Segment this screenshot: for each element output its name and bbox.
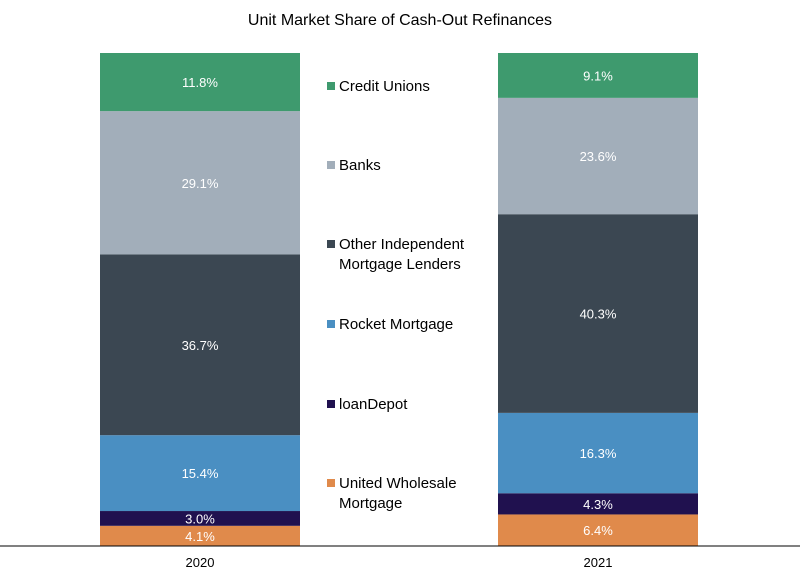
bars-layer: 4.1% 3.0% 15.4% 36.7% 29.1% 11.8% 6.4% 4.3% 16.3… <box>100 53 698 546</box>
bar-segment-rocket-mortgage-2020 <box>100 435 300 512</box>
data-label-credit-unions-2020: 11.8% <box>182 75 218 90</box>
x-tick-label-2021: 2021 <box>584 555 613 570</box>
x-axis-ticks: 2020 2021 <box>186 555 613 570</box>
bar-segment-loandepot-2021 <box>498 493 698 515</box>
x-tick-label-2020: 2020 <box>186 555 215 570</box>
data-label-other-independent-mortgage-lenders-2020: 36.7% <box>182 338 219 353</box>
bar-segment-other-independent-mortgage-lenders-2021 <box>498 214 698 413</box>
legend-marker-banks <box>327 161 335 169</box>
bar-segment-rocket-mortgage-2021 <box>498 412 698 494</box>
bar-segment-loandepot-2020 <box>100 511 300 526</box>
legend-label-other-independent-mortgage-lenders-line-2: Mortgage Lenders <box>339 256 461 273</box>
legend-marker-loandepot <box>327 400 335 408</box>
chart-title: Unit Market Share of Cash-Out Refinances <box>248 12 552 29</box>
legend-label-credit-unions: Credit Unions <box>339 78 430 95</box>
data-label-banks-2021: 23.6% <box>580 149 617 164</box>
legend-label-loandepot: loanDepot <box>339 396 408 413</box>
bar-segment-united-wholesale-mortgage-2020 <box>100 525 300 546</box>
bar-segment-other-independent-mortgage-lenders-2020 <box>100 254 300 436</box>
legend-label-other-independent-mortgage-lenders: Other Independent <box>339 236 465 253</box>
legend-label-banks: Banks <box>339 157 381 174</box>
data-label-united-wholesale-mortgage-2021: 6.4% <box>583 523 613 538</box>
legend-marker-other-independent-mortgage-lenders <box>327 240 335 248</box>
data-label-loandepot-2020: 3.0% <box>185 511 215 526</box>
bar-segment-banks-2020 <box>100 111 300 255</box>
data-label-united-wholesale-mortgage-2020: 4.1% <box>185 529 215 544</box>
legend-label-united-wholesale-mortgage-line-2: Mortgage <box>339 495 402 512</box>
data-label-credit-unions-2021: 9.1% <box>583 68 613 83</box>
legend-marker-united-wholesale-mortgage <box>327 479 335 487</box>
legend-label-rocket-mortgage: Rocket Mortgage <box>339 316 453 333</box>
data-label-banks-2020: 29.1% <box>182 176 219 191</box>
data-label-rocket-mortgage-2021: 16.3% <box>580 446 617 461</box>
bar-segment-credit-unions-2020 <box>100 53 300 112</box>
bar-segment-banks-2021 <box>498 97 698 215</box>
data-label-rocket-mortgage-2020: 15.4% <box>182 466 219 481</box>
bar-segment-credit-unions-2021 <box>498 53 698 98</box>
data-label-other-independent-mortgage-lenders-2021: 40.3% <box>580 307 617 322</box>
legend-marker-rocket-mortgage <box>327 320 335 328</box>
legend: Credit Unions Banks Other Independent Mortg… <box>327 78 465 512</box>
data-label-loandepot-2021: 4.3% <box>583 497 613 512</box>
bar-segment-united-wholesale-mortgage-2021 <box>498 514 698 546</box>
legend-marker-credit-unions <box>327 82 335 90</box>
legend-label-united-wholesale-mortgage: United Wholesale <box>339 475 457 492</box>
